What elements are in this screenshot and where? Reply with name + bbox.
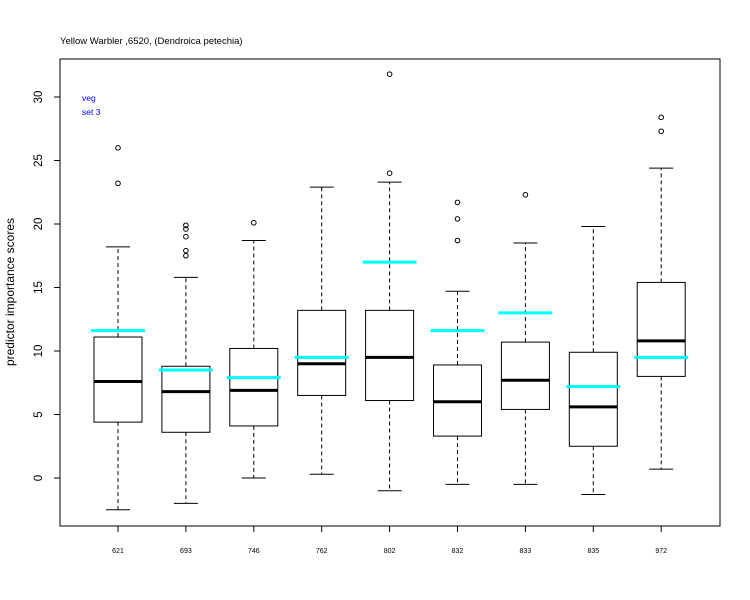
outlier-point xyxy=(522,191,529,198)
iqr-box xyxy=(229,347,279,427)
box-693 xyxy=(158,222,213,504)
outlier-point xyxy=(386,71,393,77)
y-tick-label: 5 xyxy=(33,411,45,417)
x-axis: 621 693 746 762 802 832 833 835 972 xyxy=(112,526,667,555)
iqr-box xyxy=(93,336,143,423)
annotation-veg: veg xyxy=(82,93,96,103)
x-tick-label-833: 833 xyxy=(520,548,532,555)
outlier-point xyxy=(183,247,189,254)
outlier-point xyxy=(658,114,665,121)
box-series xyxy=(91,71,689,511)
x-tick-label-972: 972 xyxy=(655,548,667,555)
x-tick-label-832: 832 xyxy=(452,548,464,555)
x-tick-label-762: 762 xyxy=(316,548,328,555)
outlier-point xyxy=(386,170,393,176)
y-axis-label: predictor importance scores xyxy=(3,218,17,366)
box-762 xyxy=(294,186,349,475)
iqr-box xyxy=(297,309,347,396)
y-tick-label: 0 xyxy=(33,475,45,481)
iqr-box xyxy=(568,351,618,447)
iqr-box xyxy=(500,341,550,410)
iqr-box xyxy=(636,281,686,377)
box-621 xyxy=(91,145,145,511)
outlier-point xyxy=(658,128,665,135)
y-tick-label: 15 xyxy=(33,281,45,294)
x-tick-label-802: 802 xyxy=(384,548,396,555)
outlier-point xyxy=(183,252,189,259)
outlier-point xyxy=(251,219,257,226)
box-972 xyxy=(634,114,689,470)
outlier-point xyxy=(183,222,189,229)
outlier-point xyxy=(454,237,461,244)
x-tick-label-621: 621 xyxy=(112,548,124,555)
x-tick-label-835: 835 xyxy=(587,548,599,555)
outlier-point xyxy=(115,180,121,187)
y-axis: 0 5 10 15 20 25 30 xyxy=(33,91,60,481)
outlier-point xyxy=(183,226,189,232)
x-tick-label-746: 746 xyxy=(248,548,260,555)
box-802 xyxy=(362,71,417,492)
outlier-point xyxy=(454,216,461,222)
x-tick-label-693: 693 xyxy=(180,548,192,555)
outlier-point xyxy=(454,199,461,206)
chart-title: Yellow Warbler ,6520, (Dendroica petechi… xyxy=(60,36,243,47)
iqr-box xyxy=(365,309,415,402)
y-tick-label: 10 xyxy=(33,345,45,358)
y-tick-label: 20 xyxy=(33,218,45,231)
y-tick-label: 30 xyxy=(33,91,45,104)
box-833 xyxy=(498,191,553,485)
iqr-box xyxy=(161,365,211,433)
box-835 xyxy=(566,226,621,496)
outlier-point xyxy=(183,233,189,240)
box-746 xyxy=(226,219,281,479)
outlier-point xyxy=(115,145,121,151)
annotation-set: set 3 xyxy=(82,107,101,117)
y-tick-label: 25 xyxy=(33,154,45,167)
box-832 xyxy=(430,199,485,485)
